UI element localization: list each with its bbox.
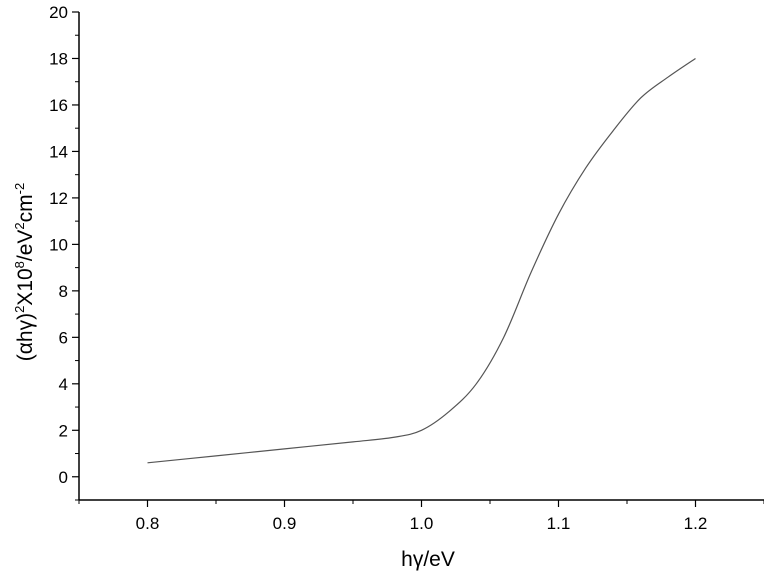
chart-axes <box>78 12 764 501</box>
y-axis-ticks: 0 2 4 6 8 10 12 14 16 18 20 <box>49 3 79 501</box>
y-tick-label: 4 <box>59 375 68 394</box>
x-tick-label: 0.8 <box>136 514 160 533</box>
x-tick-label: 1.2 <box>684 514 708 533</box>
x-tick-label: 1.0 <box>410 514 434 533</box>
y-tick-label: 16 <box>49 96 68 115</box>
series-line-0 <box>147 57 696 464</box>
y-tick-label: 6 <box>59 328 68 347</box>
y-tick-label: 18 <box>49 49 68 68</box>
y-tick-label: 20 <box>49 3 68 22</box>
y-axis-title: (αhγ)2X108/eV2cm-2 <box>12 183 37 361</box>
y-tick-label: 8 <box>59 282 68 301</box>
y-tick-label: 0 <box>59 468 68 487</box>
x-axis-title: hγ/eV <box>401 548 455 571</box>
x-tick-label: 0.9 <box>273 514 297 533</box>
x-axis-ticks: 0.8 0.9 1.0 1.1 1.2 <box>78 500 764 533</box>
x-tick-label: 1.1 <box>547 514 571 533</box>
y-tick-label: 10 <box>49 235 68 254</box>
chart-series <box>147 57 696 464</box>
y-tick-label: 2 <box>59 421 68 440</box>
y-tick-label: 12 <box>49 189 68 208</box>
y-tick-label: 14 <box>49 142 68 161</box>
